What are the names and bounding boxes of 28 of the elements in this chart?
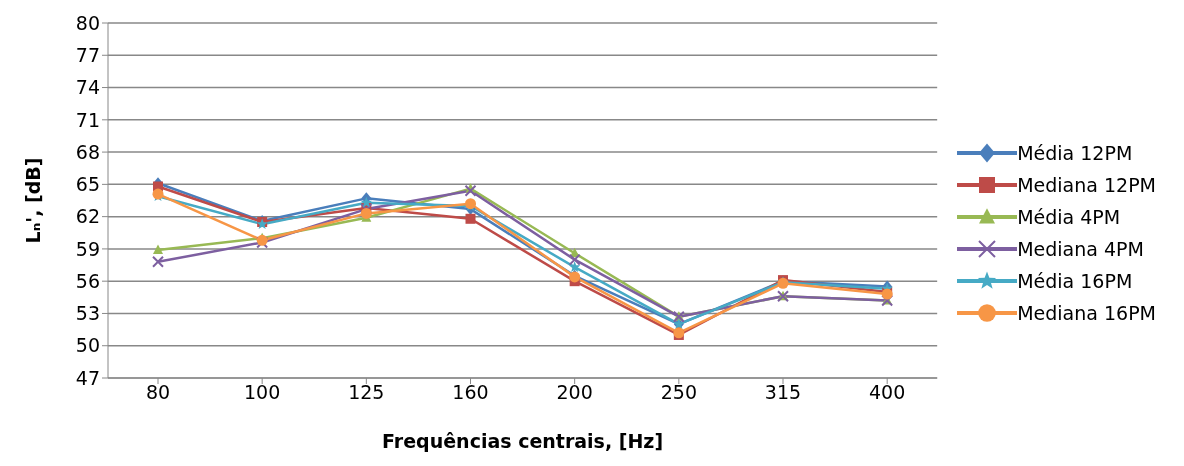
y-tick-label: 56	[75, 269, 100, 292]
y-tick-label: 80	[75, 11, 100, 34]
y-tick-label: 74	[75, 76, 100, 99]
legend-label: Média 16PM	[1017, 270, 1133, 292]
legend-label: Mediana 12PM	[1017, 174, 1156, 196]
x-tick-label: 315	[764, 381, 802, 404]
y-tick-label: 47	[75, 366, 100, 389]
y-tick-label: 53	[75, 302, 100, 325]
y-axis-title: Lₙ', [dB]	[21, 157, 44, 244]
y-tick-label: 62	[75, 205, 100, 228]
y-tick-label: 65	[75, 173, 100, 196]
x-axis-title: Frequências centrais, [Hz]	[382, 430, 664, 452]
x-tick-label: 125	[348, 381, 385, 404]
x-tick-label: 160	[452, 381, 489, 404]
legend-label: Média 4PM	[1017, 206, 1121, 228]
y-tick-label: 50	[75, 334, 100, 357]
y-tick-label: 59	[75, 237, 100, 260]
legend-label: Média 12PM	[1017, 142, 1133, 164]
y-tick-label: 77	[75, 44, 100, 67]
x-tick-label: 200	[556, 381, 593, 404]
x-tick-label: 100	[244, 381, 281, 404]
legend-label: Mediana 4PM	[1017, 238, 1144, 260]
x-tick-label: 400	[869, 381, 906, 404]
legend-label: Mediana 16PM	[1017, 302, 1156, 324]
y-tick-label: 71	[75, 108, 100, 131]
x-tick-label: 80	[145, 381, 171, 404]
y-tick-label: 68	[75, 140, 100, 163]
x-tick-label: 250	[660, 381, 697, 404]
